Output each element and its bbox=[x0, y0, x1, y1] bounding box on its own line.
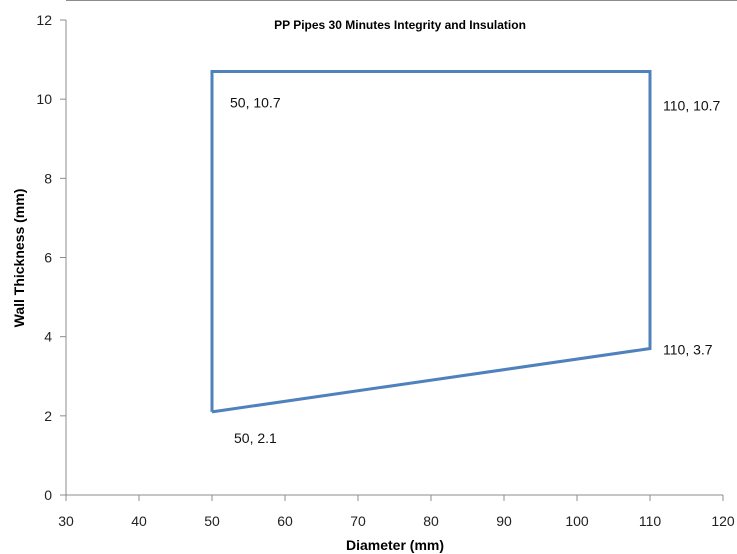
x-tick-label: 100 bbox=[565, 513, 589, 529]
y-tick-label: 8 bbox=[44, 170, 52, 186]
series-layer bbox=[210, 69, 652, 414]
series-line bbox=[210, 69, 652, 414]
x-tick-label: 40 bbox=[131, 513, 147, 529]
data-labels: 50, 2.1 50, 10.7 110, 10.7 110, 3.7 bbox=[230, 94, 721, 445]
x-axis-title: Diameter (mm) bbox=[346, 537, 444, 553]
data-label: 50, 2.1 bbox=[234, 430, 277, 446]
data-label: 110, 3.7 bbox=[663, 342, 713, 358]
x-axis-ticks: 30 40 50 60 70 80 90 100 110 120 bbox=[58, 495, 735, 529]
y-axis-ticks: 0 2 4 6 8 10 12 bbox=[36, 12, 66, 503]
x-tick-label: 60 bbox=[277, 513, 293, 529]
chart-title: PP Pipes 30 Minutes Integrity and Insula… bbox=[274, 18, 526, 32]
y-tick-label: 4 bbox=[44, 329, 52, 345]
y-tick-label: 6 bbox=[44, 250, 52, 266]
x-tick-label: 110 bbox=[639, 513, 662, 529]
x-tick-label: 30 bbox=[58, 513, 74, 529]
y-axis-title: Wall Thickness (mm) bbox=[11, 189, 27, 328]
data-label: 110, 10.7 bbox=[663, 97, 721, 113]
y-tick-label: 12 bbox=[36, 12, 52, 28]
y-tick-label: 0 bbox=[44, 487, 52, 503]
x-tick-label: 90 bbox=[496, 513, 512, 529]
x-tick-label: 80 bbox=[423, 513, 439, 529]
y-tick-label: 10 bbox=[36, 91, 52, 107]
x-tick-label: 50 bbox=[204, 513, 220, 529]
x-tick-label: 120 bbox=[711, 513, 735, 529]
x-tick-label: 70 bbox=[350, 513, 366, 529]
y-tick-label: 2 bbox=[44, 408, 52, 424]
data-label: 50, 10.7 bbox=[230, 94, 281, 110]
